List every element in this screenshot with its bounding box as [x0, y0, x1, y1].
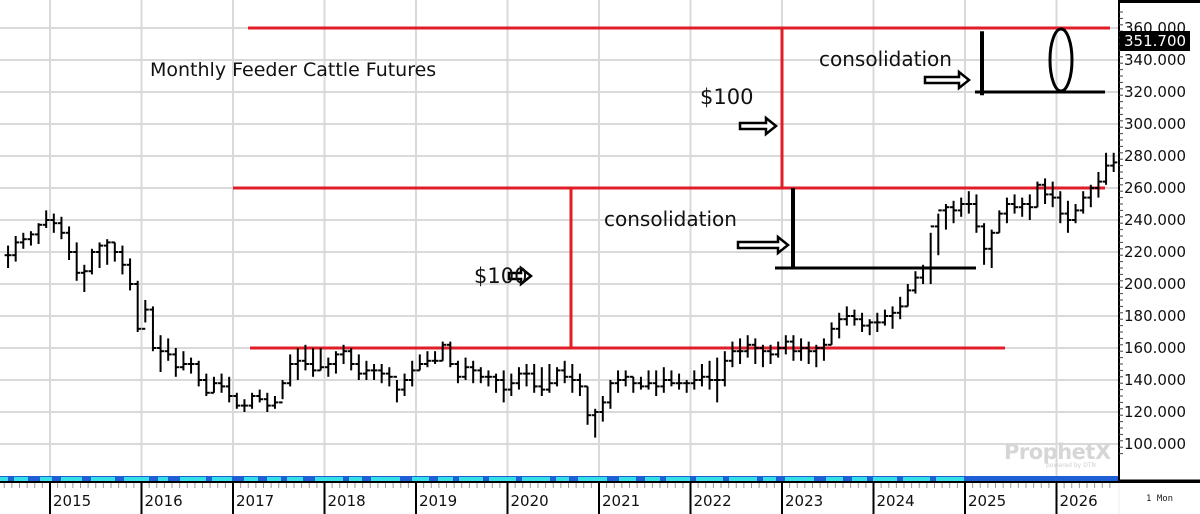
y-axis-label: 120.000 — [1124, 403, 1187, 421]
x-axis-label: 2024 — [876, 492, 915, 510]
y-axis-label: 240.000 — [1124, 211, 1187, 229]
x-axis-label: 2019 — [419, 492, 458, 510]
x-axis-label: 2020 — [510, 492, 549, 510]
label-100-upper: $100 — [700, 85, 754, 109]
y-axis-label: 220.000 — [1124, 243, 1187, 261]
y-axis-label: 280.000 — [1124, 147, 1187, 165]
x-axis-label: 2016 — [144, 492, 183, 510]
ohlc-bars — [4, 21, 1194, 438]
period-label: 1 Mon — [1146, 494, 1174, 504]
x-axis-label: 2015 — [53, 492, 92, 510]
y-axis-label: 300.000 — [1124, 115, 1187, 133]
x-axis-label: 2023 — [785, 492, 824, 510]
chart-title: Monthly Feeder Cattle Futures — [150, 59, 437, 81]
x-axis-label: 2025 — [968, 492, 1007, 510]
prophetx-logo: ProphetX — [1004, 440, 1111, 464]
label-consolidation-upper: consolidation — [819, 47, 952, 71]
y-axis-label: 100.000 — [1124, 435, 1187, 453]
red-level-lines — [233, 26, 1110, 350]
y-axis-label: 140.000 — [1124, 371, 1187, 389]
y-axis-label: 320.000 — [1124, 83, 1187, 101]
logo-subtitle: powered by DTN — [1046, 462, 1096, 469]
y-axis-label: 260.000 — [1124, 179, 1187, 197]
y-axis-label: 200.000 — [1124, 275, 1187, 293]
label-consolidation-lower: consolidation — [604, 207, 737, 231]
x-axis-label: 2021 — [602, 492, 641, 510]
y-axis-label: 160.000 — [1124, 339, 1187, 357]
y-axis-label: 340.000 — [1124, 51, 1187, 69]
x-axis-label: 2026 — [1059, 492, 1098, 510]
x-axis-label: 2018 — [327, 492, 366, 510]
consolidation-lines — [507, 27, 1105, 287]
y-axis-label: 180.000 — [1124, 307, 1187, 325]
x-axis-label: 2017 — [236, 492, 275, 510]
label-100-lower: $100 — [474, 264, 528, 288]
last-price-badge: 351.700 — [1120, 31, 1191, 51]
x-axis-label: 2022 — [693, 492, 732, 510]
